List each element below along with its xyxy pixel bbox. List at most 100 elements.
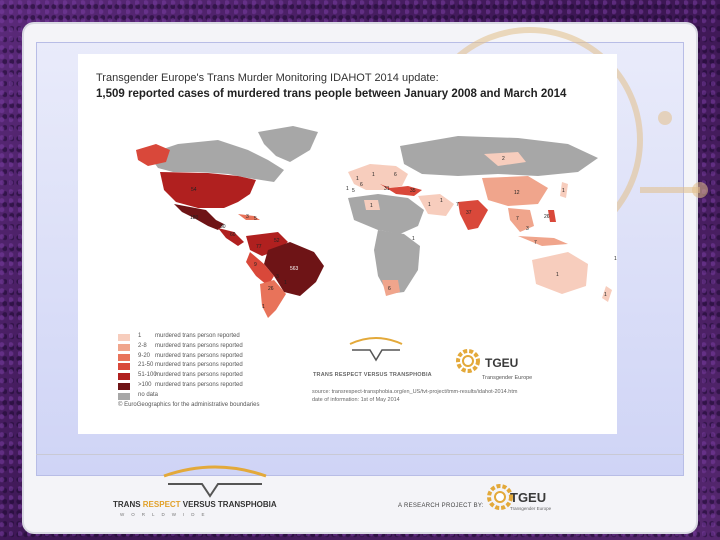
legend-range: 1: [138, 333, 142, 339]
russia-highlight: [484, 152, 526, 166]
canada: [148, 140, 284, 182]
australia: [532, 252, 588, 294]
label-fiji: 1: [614, 256, 617, 262]
alaska: [136, 144, 170, 166]
label-kenya: 1: [412, 236, 415, 242]
legend-range: no data: [138, 391, 159, 398]
legend-swatch-5: [118, 373, 130, 381]
caribbean: [238, 214, 260, 220]
trans-respect-logo-icon: [163, 465, 267, 498]
label-chile: 1: [262, 304, 265, 310]
tgeu-small-label: TGEU: [485, 356, 519, 370]
map-title: Transgender Europe's Trans Murder Monito…: [96, 72, 439, 84]
trans-respect-swoosh-icon: [349, 337, 403, 362]
new-zealand: [602, 286, 612, 302]
indonesia: [518, 236, 568, 246]
label-puerto-rico: 5: [254, 216, 257, 222]
tgeu-small-sub: Transgender Europe: [482, 375, 533, 381]
label-thailand: 7: [516, 216, 519, 222]
japan: [560, 182, 568, 198]
usa: [160, 172, 256, 208]
label-china: 12: [514, 190, 520, 196]
legend-range: 51-100: [138, 372, 157, 379]
greenland: [258, 126, 318, 162]
label-brazil: 563: [290, 266, 299, 272]
legend-swatch-2: [118, 343, 130, 351]
legend-range: 2-8: [138, 342, 147, 349]
legend-text: murdered trans persons reported: [155, 342, 243, 349]
tgeu-gear-icon: [456, 349, 480, 373]
tgeu-footer-label: TGEU: [510, 490, 547, 505]
brazil: [264, 242, 324, 296]
middle-east: [418, 194, 454, 216]
label-india: 37: [466, 210, 472, 216]
legend-text: murdered trans persons reported: [155, 372, 243, 379]
label-turkey: 35: [410, 188, 416, 194]
tvt-part-a: TRANS: [113, 500, 143, 509]
label-usa: 54: [191, 187, 197, 193]
label-italy: 31: [384, 186, 390, 192]
label-venezuela: 52: [274, 238, 280, 244]
legend-range: >100: [138, 381, 152, 388]
label-south-africa: 6: [388, 286, 391, 292]
legend-range: 9-20: [138, 352, 151, 359]
label-peru: 9: [254, 262, 257, 268]
worldwide-label: WORLDWIDE: [120, 512, 212, 517]
map-subtitle: 1,509 reported cases of murdered trans p…: [96, 88, 567, 100]
label-france: 6: [360, 182, 363, 188]
label-honduras: 60: [230, 232, 236, 238]
source-url: source: transrespect-transphobia.org/en_…: [312, 389, 518, 395]
label-portugal: 1: [346, 186, 349, 192]
label-philippines: 26: [544, 214, 550, 220]
central-america: [218, 228, 244, 246]
world-map: 54 180 563 52 77 9 26 1 1 3 30 60 3 5 31…: [136, 126, 617, 318]
label-pakistan: 7: [456, 202, 459, 208]
north-africa: [348, 194, 424, 234]
label-guatemala: 30: [220, 224, 226, 230]
label-russia: 2: [502, 156, 505, 162]
label-australia: 1: [556, 272, 559, 278]
argentina-chile: [260, 280, 286, 318]
legend-swatch-7: [118, 392, 130, 400]
philippines: [548, 210, 556, 222]
label-cuba: 3: [246, 214, 249, 220]
label-colombia: 77: [256, 244, 262, 250]
legend-swatch-3: [118, 353, 130, 361]
label-new-zealand: 1: [604, 292, 607, 298]
algeria: [364, 200, 380, 210]
india: [458, 200, 488, 230]
legend-text: murdered trans persons reported: [155, 362, 243, 369]
copyright-note: © EuroGeographics for the administrative…: [118, 402, 260, 408]
italy-turkey: [380, 184, 422, 196]
legend-swatch-6: [118, 382, 130, 390]
label-spain: 5: [352, 188, 355, 194]
europe: [348, 164, 408, 190]
legend-range: 21-50: [138, 362, 154, 369]
tvt-small-label: TRANS RESPECT VERSUS TRANSPHOBIA: [313, 372, 432, 378]
label-argentina: 26: [268, 286, 274, 292]
label-iraq: 1: [428, 202, 431, 208]
mexico: [174, 204, 224, 230]
map-frame: [78, 54, 617, 434]
tgeu-footer-sub: Transgender Europe: [510, 506, 552, 511]
label-malaysia: 3: [526, 226, 529, 232]
legend-swatch-4: [118, 363, 130, 371]
label-japan: 1: [562, 188, 565, 194]
source-date: date of information: 1st of May 2014: [312, 397, 400, 403]
china: [482, 176, 548, 206]
footer-divider: [36, 454, 684, 455]
label-algeria: 1: [370, 203, 373, 209]
tvt-part-b: RESPECT: [142, 500, 181, 509]
label-mexico: 180: [190, 215, 199, 221]
tvt-part-c: VERSUS TRANSPHOBIA: [180, 500, 277, 509]
label-germany: 1: [372, 172, 375, 178]
label-indonesia: 7: [534, 240, 537, 246]
tgeu-footer-gear-icon: [487, 484, 513, 510]
legend-swatch-1: [118, 334, 130, 341]
research-project-label: A RESEARCH PROJECT BY:: [398, 503, 484, 509]
label-ukraine: 6: [394, 172, 397, 178]
legend-text: murdered trans person reported: [155, 333, 240, 339]
southeast-asia: [508, 208, 534, 232]
central-south-africa: [374, 230, 420, 294]
label-uk: 1: [356, 176, 359, 182]
